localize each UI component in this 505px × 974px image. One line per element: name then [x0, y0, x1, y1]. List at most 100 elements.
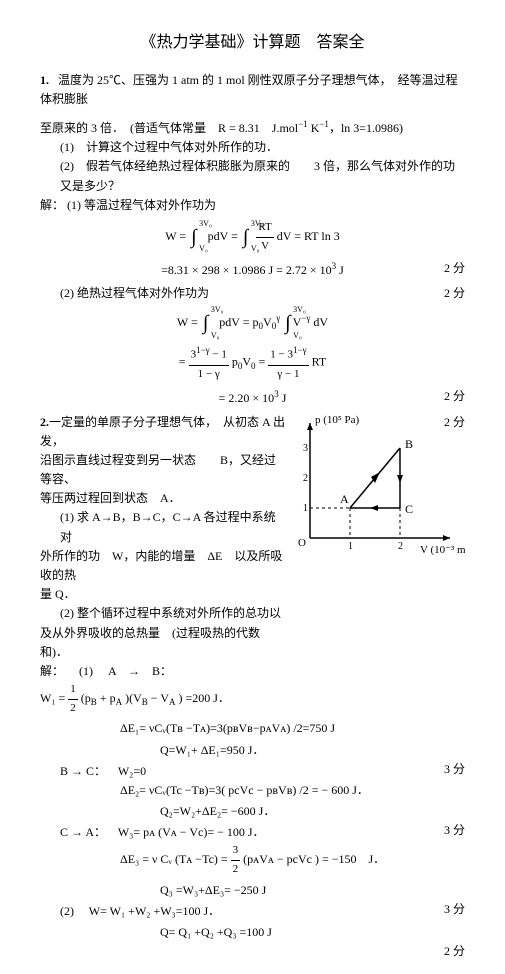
w1f: ) =200 J．: [178, 691, 229, 705]
integral-4: ∫V₀3V₀: [285, 307, 290, 339]
wtot: W= W₁ +W₂ +W₃=100 J．: [89, 904, 220, 918]
subB2: B: [142, 697, 148, 707]
p2-q1c: 量 Q．: [40, 585, 285, 604]
p2-line3: 等压两过程回到状态 A．: [40, 489, 285, 508]
p2-q1b: 外所作的功 W，内能的增量 ΔE 以及所吸收的热: [40, 547, 285, 585]
exp-neg1a: −1: [298, 119, 308, 129]
p2-part1b: A → B：: [108, 664, 172, 678]
de3b: (pᴀVᴀ − pcVc ) = −150 J．: [243, 852, 385, 866]
p2-line2: 沿图示直线过程变到另一状态 B，又经过等容、: [40, 451, 285, 489]
ca-label: C → A：: [60, 825, 106, 839]
integral-2: ∫V₀3V₀: [243, 221, 248, 253]
w1b: (p: [81, 691, 91, 705]
de1: ΔE₁= νCᵥ(Tв −Tᴀ)=3(pвVв−pᴀVᴀ) /2=750 J: [120, 719, 465, 738]
xtick-2: 2: [398, 541, 403, 552]
f2c: V: [263, 315, 272, 329]
p1-stem2b: K: [308, 121, 320, 135]
pv-chart: p (10⁵ Pa) V (10⁻³ m³) A B C O 1 2 3 1 2: [285, 413, 465, 563]
subB: B: [91, 697, 97, 707]
f2b: pdV = p: [219, 315, 258, 329]
y-arrow: [307, 423, 313, 430]
f3a: =: [179, 355, 189, 369]
p2-q2a: (2) 整个循环过程中系统对外所作的总功以: [60, 604, 285, 623]
p1-s2: (2) 绝热过程气体对外作功为: [60, 284, 465, 303]
f4: = 2.20 × 10: [219, 391, 275, 405]
p2-q1a: (1) 求 A→B，B→C，C→A 各过程中系统对: [60, 508, 285, 546]
p2-part2: (2): [60, 904, 74, 918]
p2-sol-row: 解： (1) A → B：: [40, 662, 285, 681]
q1-row: Q=W₁+ ΔE₁=950 J． 3 分: [40, 741, 465, 760]
f1b: pdV =: [208, 229, 241, 243]
x-arrow: [443, 535, 450, 541]
frac3a: 31−γ − 11 − γ: [189, 343, 229, 383]
score-3b: 3 分: [444, 821, 465, 840]
p2-line1: 2.一定量的单原子分子理想气体， 从初态 A 出发，: [40, 413, 285, 451]
score-3a: 3 分: [444, 760, 465, 779]
qtot: Q= Q₁ +Q₂ +Q₃ =100 J: [160, 923, 465, 942]
f2d: dV: [313, 315, 328, 329]
label-o: O: [298, 537, 306, 549]
de2: ΔE₂= νCᵥ(Tc −Tв)=3( pcVc − pвVв) /2 = − …: [120, 781, 465, 800]
arrow-bc: [397, 475, 403, 483]
p1-sol: 解： (1) 等温过程气体对外作功为: [40, 196, 465, 215]
p1-s1: (1) 等温过程气体对外作功为: [67, 198, 216, 212]
problem-2-row: 2.一定量的单原子分子理想气体， 从初态 A 出发， 沿图示直线过程变到另一状态…: [40, 413, 465, 682]
score-2b: 2 分: [444, 284, 465, 303]
subA: A: [116, 697, 123, 707]
problem-1: 1. 温度为 25℃、压强为 1 atm 的 1 mol 刚性双原子分子理想气体…: [40, 71, 465, 109]
p1-q1: (1) 计算这个过程中气体对外所作的功．: [60, 138, 465, 157]
p1-stem2c: ，ln 3=1.0986): [329, 121, 403, 135]
f3e: RT: [312, 355, 327, 369]
subA2: A: [169, 697, 176, 707]
w1-line: W₁ = 12 (pB + pA )(VB − VA ) =200 J．: [40, 681, 465, 717]
integral-1: ∫V₀3V₀: [191, 221, 196, 253]
bc-label: B → C：: [60, 764, 106, 778]
p1-q2: (2) 假若气体经绝热过程体积膨胀为原来的 3 倍，那么气体对外作的功又是多少？: [60, 157, 465, 195]
f2a: W =: [177, 315, 201, 329]
f3d: =: [259, 355, 269, 369]
p1-formula1: W = ∫V₀3V₀ pdV = ∫V₀3V₀ RTV dV = RT ln 3…: [40, 219, 465, 255]
xtick-1: 1: [348, 541, 353, 552]
label-a: A: [340, 492, 349, 506]
frac-3-2: 32: [231, 842, 241, 878]
exp-neg1b: −1: [319, 119, 329, 129]
part2-row: (2) W= W₁ +W₂ +W₃=100 J．: [60, 902, 465, 921]
p1-stem-line1: 温度为 25℃、压强为 1 atm 的 1 mol 刚性双原子分子理想气体， 经…: [40, 73, 458, 106]
de3a: ΔE₃ = ν Cᵥ (Tᴀ −Tc) =: [120, 852, 231, 866]
ytick-3: 3: [303, 443, 308, 454]
ca-row: C → A： W₃= pᴀ (Vᴀ − Vc)= − 100 J．: [60, 823, 465, 842]
f3c: V: [242, 355, 251, 369]
p2-num: 2.: [40, 415, 49, 429]
p2-sol: 解：: [40, 664, 64, 678]
p2-q2b: 及从外界吸收的总热量 (过程吸热的代数和)．: [40, 624, 285, 662]
w1a: W₁ =: [40, 691, 68, 705]
score-2e: 2 分: [444, 942, 465, 961]
q3-row: Q₃ =W₃+ΔE₃= −250 J 3 分: [40, 881, 465, 900]
f4b: J: [279, 391, 287, 405]
w1e: − V: [151, 691, 169, 705]
w1d: )(V: [125, 691, 142, 705]
w2: W₂=0: [118, 764, 146, 778]
qtot-row: Q= Q₁ +Q₂ +Q₃ =100 J 2 分: [40, 923, 465, 942]
de1-row: ΔE₁= νCᵥ(Tв −Tᴀ)=3(pвVв−pᴀVᴀ) /2=750 J: [40, 719, 465, 738]
sub0d: 0: [251, 362, 256, 372]
p2-part1: (1): [79, 664, 93, 678]
p1-stem2a: 至原来的 3 倍． (普适气体常量 R = 8.31 J.mol: [40, 121, 298, 135]
p1-formula3: = 31−γ − 11 − γ p0V0 = 1 − 31−γγ − 1 RT …: [40, 343, 465, 383]
p1-stem-line2: 至原来的 3 倍． (普适气体常量 R = 8.31 J.mol−1 K−1，l…: [40, 117, 465, 138]
de3-row: ΔE₃ = ν Cᵥ (Tᴀ −Tc) = 32 (pᴀVᴀ − pcVc ) …: [120, 842, 465, 878]
xlabel: V (10⁻³ m³): [420, 544, 465, 556]
p1-formula1-num: =8.31 × 298 × 1.0986 J = 2.72 × 103 J 2 …: [40, 259, 465, 280]
score-3c: 3 分: [444, 900, 465, 919]
integral-3: ∫V₀3V₀: [203, 307, 208, 339]
gamma1: γ: [276, 313, 280, 323]
w1c: + p: [100, 691, 116, 705]
ytick-1: 1: [303, 503, 308, 514]
p1-formula4: = 2.20 × 103 J 2 分: [40, 387, 465, 408]
ylabel: p (10⁵ Pa): [315, 414, 359, 426]
sol-label: 解：: [40, 198, 64, 212]
frac-half: 12: [68, 681, 78, 717]
p1-formula2: W = ∫V₀3V₀ pdV = p0V0γ ∫V₀3V₀V−γ dV: [40, 307, 465, 339]
p1-number: 1.: [40, 73, 49, 87]
f1num: =8.31 × 298 × 1.0986 J = 2.72 × 10: [161, 263, 332, 277]
